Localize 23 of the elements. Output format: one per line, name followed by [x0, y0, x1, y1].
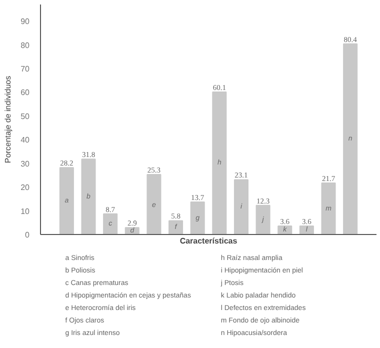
bar	[234, 179, 248, 234]
bar	[212, 91, 227, 234]
y-tick-label: 10	[20, 206, 30, 216]
x-axis-title: Características	[180, 236, 238, 246]
y-tick-label: 80	[20, 40, 30, 50]
bar	[81, 158, 96, 234]
bar	[190, 202, 205, 234]
y-tick-label: 70	[20, 64, 30, 74]
y-axis-title: Porcentaje de individuos	[4, 76, 13, 164]
y-tick-label: 60	[20, 88, 30, 98]
bar	[103, 213, 118, 234]
bar	[146, 174, 162, 234]
bar	[59, 167, 74, 234]
y-tick-label: 30	[20, 159, 30, 168]
bar	[343, 43, 358, 234]
bar	[321, 182, 336, 234]
bar	[168, 220, 184, 234]
y-tick-label: 90	[20, 17, 30, 26]
bar	[256, 204, 270, 234]
y-tick-label: 40	[20, 136, 30, 145]
y-tick-label: 0	[25, 230, 30, 240]
y-tick-label: 20	[20, 183, 30, 192]
y-tick-label: 50	[20, 112, 30, 121]
